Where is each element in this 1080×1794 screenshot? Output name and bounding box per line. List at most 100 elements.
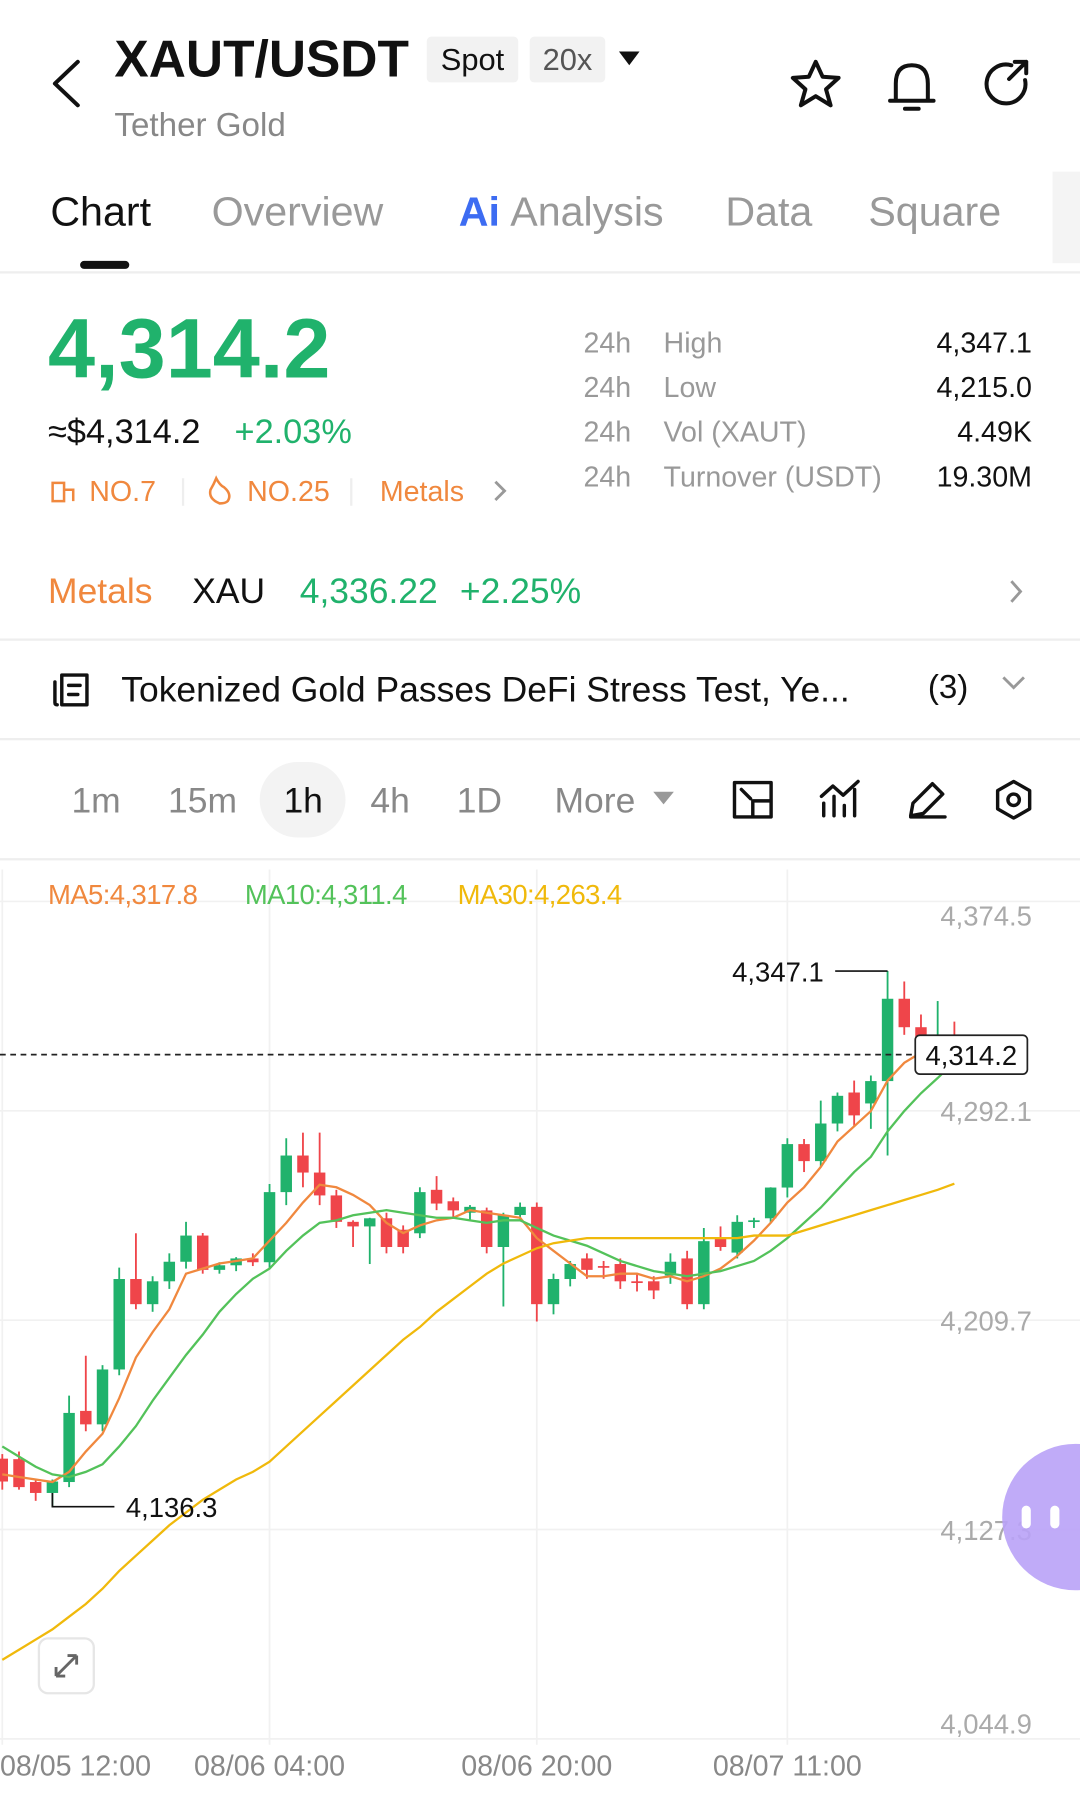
asset-name: Tether Gold bbox=[114, 107, 285, 144]
tab[interactable]: Data bbox=[725, 188, 812, 234]
metals-price: 4,336.22 bbox=[300, 571, 438, 611]
candle-body bbox=[213, 1265, 226, 1270]
last-price: 4,314.2 bbox=[48, 301, 330, 396]
badge-bg bbox=[426, 36, 519, 83]
symbol: XAUT/USDT bbox=[114, 30, 409, 88]
candle-body bbox=[29, 1482, 42, 1493]
settings-icon-dot bbox=[1006, 792, 1022, 808]
legend-entry: MA10:4,311.4 bbox=[245, 879, 407, 910]
favorite-icon[interactable] bbox=[790, 59, 841, 108]
candle-body bbox=[748, 1220, 760, 1223]
stat-label: Low bbox=[664, 372, 717, 404]
tab[interactable]: Square bbox=[868, 188, 1001, 234]
chevron[interactable] bbox=[1010, 580, 1023, 603]
tab[interactable]: Analysis bbox=[510, 188, 663, 234]
candle-body bbox=[280, 1155, 292, 1193]
candle-body bbox=[347, 1221, 359, 1227]
news-count: (3) bbox=[928, 669, 969, 706]
interval[interactable]: 15m bbox=[168, 780, 237, 820]
dropdown-arrow[interactable] bbox=[618, 51, 640, 66]
candle-body bbox=[597, 1266, 610, 1268]
candle-body bbox=[247, 1258, 259, 1263]
assistant-eye bbox=[1021, 1505, 1031, 1529]
interval-bar: 1m 15m 1h 4h 1D More bbox=[71, 780, 635, 820]
metals-change: +2.25% bbox=[460, 571, 581, 611]
x-tick-label: 08/06 04:00 bbox=[194, 1751, 345, 1783]
x-tick-label: 08/05 12:00 bbox=[0, 1751, 151, 1783]
candle-body bbox=[414, 1192, 426, 1234]
chevron bbox=[494, 480, 507, 502]
y-tick-label: 4,044.9 bbox=[940, 1708, 1032, 1739]
price-change: +2.03% bbox=[235, 413, 352, 451]
more-arrow[interactable] bbox=[653, 791, 674, 805]
stat-value: 19.30M bbox=[937, 461, 1032, 493]
candle-body bbox=[297, 1155, 309, 1173]
interval[interactable]: 1h bbox=[283, 780, 322, 820]
fullscreen-icon bbox=[54, 1654, 79, 1678]
y-tick-label: 4,374.5 bbox=[940, 901, 1032, 932]
tab-indicator bbox=[80, 260, 130, 269]
legend-entry: MA5:4,317.8 bbox=[48, 879, 198, 910]
assistant-button[interactable] bbox=[1002, 1443, 1080, 1591]
y-tick-label: 4,209.7 bbox=[940, 1305, 1032, 1336]
interval[interactable]: More bbox=[555, 780, 636, 820]
expand-chevron[interactable] bbox=[1002, 676, 1025, 690]
candle-body bbox=[497, 1214, 510, 1247]
candle-body bbox=[46, 1481, 59, 1493]
settings-icon[interactable] bbox=[995, 779, 1032, 820]
candle-body bbox=[263, 1192, 276, 1263]
ma-line bbox=[2, 1043, 955, 1484]
tab[interactable]: Chart bbox=[50, 188, 151, 234]
candle-body bbox=[430, 1189, 443, 1204]
candle-body bbox=[664, 1261, 677, 1276]
share-icon[interactable] bbox=[984, 59, 1029, 106]
indicator-icon[interactable] bbox=[819, 779, 860, 818]
last-price-label: 4,314.2 bbox=[926, 1040, 1018, 1071]
candle-body bbox=[63, 1412, 75, 1483]
badge-bg bbox=[529, 36, 606, 83]
stat-value: 4,215.0 bbox=[937, 372, 1032, 404]
candle-body bbox=[514, 1206, 526, 1215]
tab[interactable]: Overview bbox=[212, 188, 384, 234]
candle-body bbox=[564, 1264, 576, 1280]
candle-body bbox=[798, 1144, 810, 1162]
news-headline[interactable]: Tokenized Gold Passes DeFi Stress Test, … bbox=[121, 669, 849, 709]
fiat-price: ≈$4,314.2 bbox=[48, 413, 200, 451]
sector[interactable]: Metals bbox=[380, 476, 464, 508]
metals-label[interactable]: Metals bbox=[48, 571, 152, 611]
chart-type-icon[interactable] bbox=[732, 780, 773, 819]
stat-label: Vol (XAUT) bbox=[664, 417, 807, 449]
interval[interactable]: 1m bbox=[71, 780, 120, 820]
interval[interactable]: 1D bbox=[457, 780, 502, 820]
stat-label: Turnover (USDT) bbox=[664, 461, 882, 493]
candle-body bbox=[113, 1279, 125, 1370]
min-pointer bbox=[51, 1492, 115, 1508]
rank[interactable]: NO.7 bbox=[89, 476, 156, 508]
stat-value: 4,347.1 bbox=[937, 327, 1032, 359]
candle-body bbox=[898, 998, 910, 1028]
assistant-eye bbox=[1050, 1505, 1060, 1529]
back-button[interactable] bbox=[52, 59, 80, 108]
candle-body bbox=[80, 1410, 92, 1425]
candle-body bbox=[648, 1281, 660, 1291]
hot-rank[interactable]: NO.25 bbox=[247, 476, 330, 508]
candle-body bbox=[146, 1281, 159, 1305]
max-label: 4,347.1 bbox=[732, 956, 824, 987]
interval[interactable]: 4h bbox=[370, 780, 409, 820]
rank-icon bbox=[51, 481, 75, 503]
candle-body bbox=[764, 1187, 777, 1219]
candle-body bbox=[364, 1218, 376, 1227]
stats-table: 24h High 4,347.1 24h Low 4,215.0 24h Vol (XAUT)… bbox=[583, 327, 1031, 493]
alert-icon[interactable] bbox=[888, 63, 936, 111]
ma-line bbox=[1, 1182, 955, 1661]
badge-leverage: 20x bbox=[543, 42, 593, 77]
candle-body bbox=[865, 1081, 877, 1104]
news-icon bbox=[53, 673, 89, 707]
candle-body bbox=[831, 1095, 844, 1124]
candle-body bbox=[581, 1258, 593, 1270]
draw-icon[interactable] bbox=[908, 782, 947, 819]
candle-body bbox=[330, 1195, 343, 1222]
stat-period: 24h bbox=[583, 327, 631, 359]
metals-symbol: XAU bbox=[192, 571, 265, 611]
